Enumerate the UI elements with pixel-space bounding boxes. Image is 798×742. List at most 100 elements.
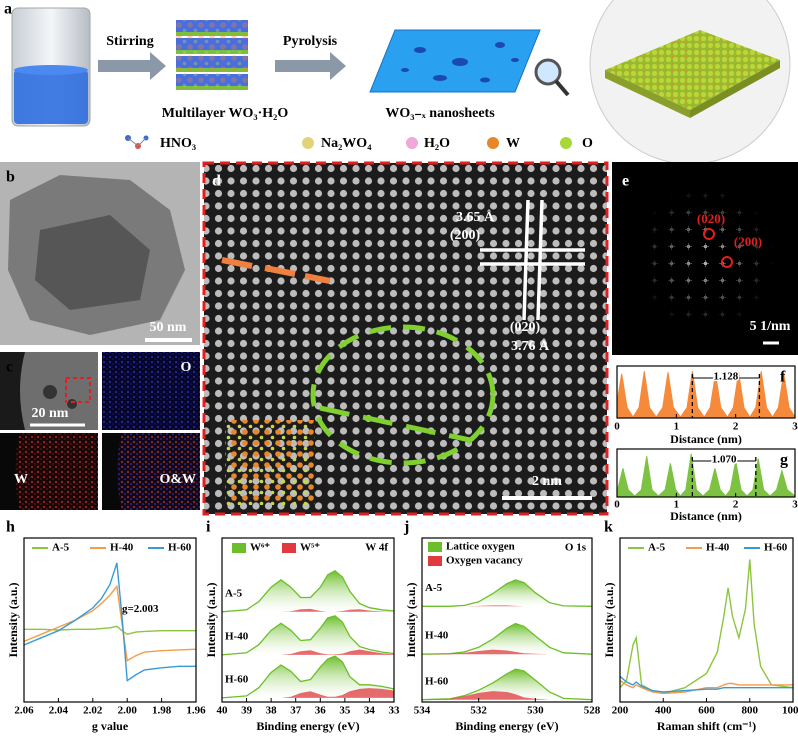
magnifier (534, 58, 562, 86)
panel-e: e (020) (200) 5 1/nm (612, 162, 798, 355)
sample-label: H-60 (425, 675, 449, 687)
y-axis-label: Intensity (a.u.) (6, 582, 20, 657)
chart: A-5 H-40 H-60 40 39 38 37 36 35 34 33 Binding energ… (204, 519, 400, 733)
x-tick-label: 39 (241, 705, 253, 717)
frame (202, 161, 609, 516)
scale-label: 20 nm (32, 406, 69, 421)
inset-edge (690, 60, 780, 118)
plane-label: (020) (510, 320, 541, 335)
panel-label: k (604, 519, 613, 536)
legend-label: H-40 (706, 542, 730, 554)
legend-label: H₂O (424, 136, 450, 151)
distance-label: 1.070 (712, 454, 737, 466)
solution (14, 70, 88, 124)
fft-fade (612, 162, 798, 355)
spot-label: (200) (734, 234, 762, 249)
spectrum-line (620, 675, 793, 693)
panel-label: i (206, 519, 211, 536)
fit-line (422, 579, 593, 607)
x-tick-label: 40 (217, 705, 229, 717)
background (102, 433, 122, 510)
panel-d: d 3.65 Å (200) (020) 3.76 Å 2 nm (202, 161, 609, 516)
spot-marker (703, 228, 715, 240)
sheet-pores (401, 42, 519, 83)
nanosheet-region (35, 215, 150, 310)
y-axis-label: Intensity (a.u.) (204, 582, 218, 657)
lattice-marker (221, 257, 331, 284)
atom-model (225, 420, 315, 505)
scale-label: 2 nm (532, 474, 562, 489)
x-axis-label: Distance (nm) (670, 509, 742, 523)
fit-envelope (222, 570, 394, 612)
legend-swatch (428, 542, 442, 552)
annotation: W 4f (365, 542, 388, 554)
pore (67, 399, 77, 409)
fit-line (221, 615, 395, 656)
x-tick-label: 3 (792, 421, 798, 433)
background (0, 433, 20, 510)
fit-line (221, 570, 395, 613)
x-tick-label: 1 (674, 421, 680, 433)
scale-label: 50 nm (150, 320, 187, 335)
x-tick-label: 37 (290, 705, 302, 717)
map-label: W (14, 472, 28, 487)
annotation: O 1s (565, 542, 587, 554)
x-tick-label: 800 (742, 705, 759, 717)
plot-frame (616, 448, 796, 498)
fit-line (221, 655, 395, 699)
x-tick-label: 532 (470, 705, 487, 717)
panel-label: c (6, 359, 13, 376)
x-tick-label: 0 (614, 421, 620, 433)
legend-label: HNO₃ (160, 136, 196, 151)
x-axis-label: Distance (nm) (670, 432, 742, 446)
legend-label: A-5 (52, 542, 70, 554)
legend-swatch (232, 543, 246, 553)
x-tick-label: 33 (389, 705, 401, 717)
x-axis-label: g value (92, 719, 129, 733)
x-axis-label: Raman shift (cm⁻¹) (657, 719, 756, 733)
annotation: g=2.003 (122, 603, 159, 615)
product-label: Multilayer WO₃·H₂O (162, 106, 289, 121)
y-axis-label: Intensity (a.u.) (602, 582, 616, 657)
map-label: O (181, 360, 192, 375)
legend-label: Na₂WO₄ (321, 136, 372, 151)
panel-label: d (212, 173, 221, 190)
x-tick-label: 530 (527, 705, 544, 717)
inset-sheet (605, 30, 780, 110)
o-map (102, 352, 200, 430)
panel-b: b 50 nm (0, 162, 200, 345)
profile-area (617, 371, 795, 418)
x-tick-label: 38 (266, 705, 278, 717)
legend-swatch (282, 543, 296, 553)
sample-label: H-40 (425, 630, 449, 642)
arrow (98, 52, 166, 80)
panel-label: a (4, 1, 12, 18)
fit-envelope (222, 615, 394, 655)
sample-label: H-60 (225, 673, 249, 685)
spectrum-line (620, 680, 793, 695)
x-tick-label: 2 (733, 499, 739, 511)
magnifier-handle (554, 79, 570, 97)
inset-edge (605, 70, 690, 118)
panel-c: c O 20 nm W O&W (0, 352, 200, 510)
x-tick-label: 2.00 (118, 705, 138, 717)
spectrum-line (24, 562, 196, 682)
pore (43, 385, 57, 399)
sample-label: H-40 (225, 630, 249, 642)
spectrum-line (24, 584, 196, 662)
chart: A-5 H-40 H-60 534 532 530 528 Binding energy (e… (403, 519, 601, 733)
x-tick-label: 2.06 (14, 705, 34, 717)
panel-a: a Stirring Pyrolysis Multilayer WO₃·H₂O … (4, 0, 791, 165)
panel-label: g (780, 452, 788, 469)
spot-label: (020) (697, 211, 725, 226)
product-label: WO₃₋ₓ nanosheets (385, 106, 495, 121)
x-tick-label: 1.96 (186, 705, 206, 717)
distance-label: 1.128 (714, 371, 739, 383)
x-tick-label: 600 (698, 705, 715, 717)
legend-label: O (582, 136, 593, 151)
legend-label: H-60 (168, 542, 192, 554)
legend-label: A-5 (648, 542, 666, 554)
panel-label: h (6, 519, 15, 536)
fit-line (421, 622, 593, 655)
